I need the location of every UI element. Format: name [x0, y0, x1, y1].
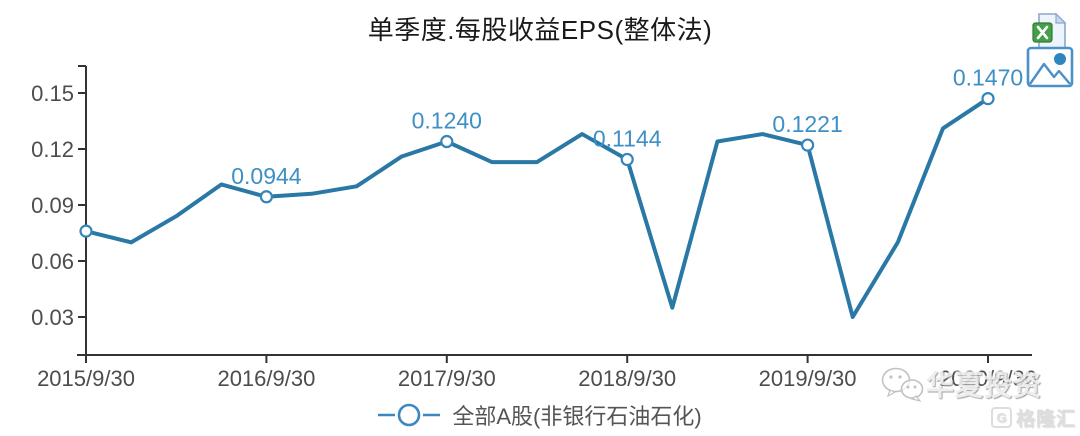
data-point-marker[interactable]: [79, 224, 93, 238]
y-tick-label: 0.15: [31, 81, 74, 106]
x-tick-label: 2016/9/30: [217, 366, 315, 391]
export-excel-icon[interactable]: [1031, 12, 1069, 52]
data-point-label: 0.0944: [231, 163, 302, 189]
data-point-label: 0.1470: [953, 65, 1023, 91]
data-point-marker[interactable]: [440, 134, 454, 149]
save-image-icon[interactable]: [1026, 46, 1074, 88]
data-point-marker[interactable]: [259, 190, 273, 204]
y-tick-label: 0.06: [31, 249, 74, 274]
data-point-marker[interactable]: [620, 152, 634, 167]
x-tick-label: 2015/9/30: [37, 366, 135, 391]
data-point-marker[interactable]: [800, 138, 815, 152]
data-point-label: 0.1240: [412, 108, 482, 134]
x-tick-label: 2019/9/30: [759, 366, 857, 391]
x-tick-label: 2017/9/30: [398, 366, 496, 391]
chart-title: 单季度.每股收益EPS(整体法): [367, 15, 713, 45]
x-tick-label: 2018/9/30: [578, 366, 676, 391]
y-tick-label: 0.03: [31, 305, 74, 330]
series-line: [84, 96, 990, 319]
data-point-marker[interactable]: [981, 91, 995, 106]
y-tick-label: 0.09: [31, 193, 74, 218]
chart-toolbar: [1026, 12, 1074, 88]
data-point-label: 0.1144: [593, 125, 662, 151]
x-tick-label: 2020/9/30: [939, 366, 1037, 391]
chart-legend[interactable]: 全部A股(非银行石油石化): [0, 398, 1080, 432]
legend-line-marker-icon: [378, 403, 441, 427]
y-tick-label: 0.12: [31, 137, 74, 162]
legend-series-label: 全部A股(非银行石油石化): [452, 404, 702, 429]
data-point-label: 0.1221: [772, 111, 842, 137]
